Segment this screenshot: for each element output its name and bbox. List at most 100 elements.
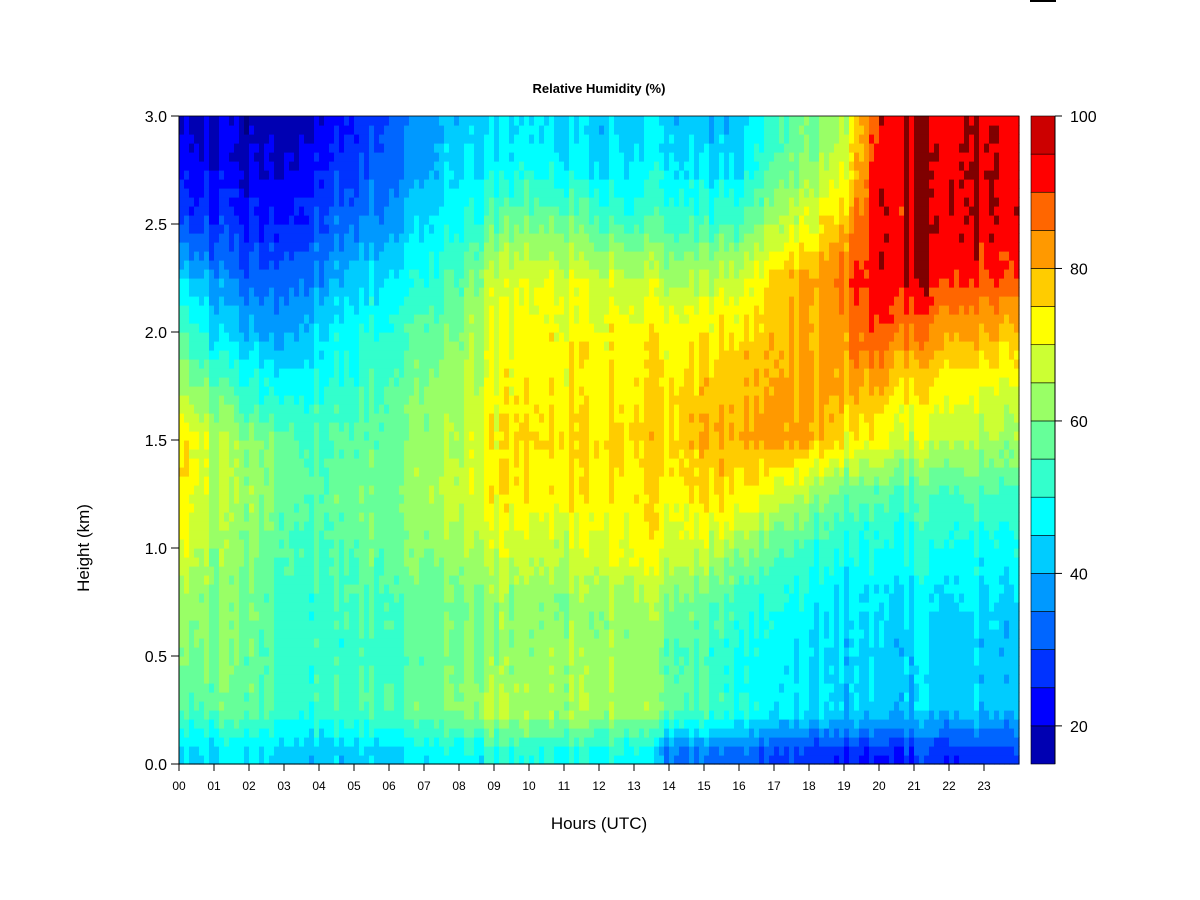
heatmap-cell — [469, 233, 475, 243]
heatmap-cell — [454, 341, 460, 351]
heatmap-cell — [404, 548, 410, 558]
heatmap-cell — [434, 233, 440, 243]
heatmap-cell — [404, 134, 410, 144]
heatmap-cell — [259, 737, 265, 747]
heatmap-cell — [319, 260, 325, 270]
heatmap-cell — [324, 431, 330, 441]
heatmap-cell — [509, 233, 515, 243]
heatmap-cell — [494, 566, 500, 576]
heatmap-cell — [194, 719, 200, 729]
heatmap-cell — [399, 512, 405, 522]
heatmap-cell — [484, 224, 490, 234]
heatmap-cell — [234, 296, 240, 306]
heatmap-cell — [304, 665, 310, 675]
heatmap-cell — [359, 125, 365, 135]
heatmap-cell — [324, 386, 330, 396]
heatmap-cell — [214, 413, 220, 423]
heatmap-cell — [184, 512, 190, 522]
heatmap-cell — [229, 422, 235, 432]
heatmap-cell — [444, 287, 450, 297]
heatmap-cell — [264, 674, 270, 684]
heatmap-cell — [334, 170, 340, 180]
heatmap-cell — [234, 260, 240, 270]
heatmap-cell — [214, 143, 220, 153]
heatmap-cell — [494, 368, 500, 378]
heatmap-cell — [449, 350, 455, 360]
heatmap-cell — [364, 215, 370, 225]
heatmap-cell — [374, 161, 380, 171]
heatmap-cell — [249, 719, 255, 729]
heatmap-cell — [334, 287, 340, 297]
heatmap-cell — [274, 251, 280, 261]
heatmap-cell — [444, 683, 450, 693]
heatmap-cell — [194, 233, 200, 243]
heatmap-cell — [484, 746, 490, 756]
heatmap-cell — [479, 539, 485, 549]
heatmap-cell — [484, 125, 490, 135]
heatmap-cell — [259, 557, 265, 567]
heatmap-cell — [304, 161, 310, 171]
heatmap-cell — [429, 683, 435, 693]
heatmap-cell — [469, 305, 475, 315]
heatmap-cell — [409, 458, 415, 468]
heatmap-cell — [259, 503, 265, 513]
heatmap-cell — [379, 116, 385, 126]
heatmap-cell — [439, 440, 445, 450]
heatmap-cell — [444, 431, 450, 441]
heatmap-cell — [414, 323, 420, 333]
heatmap-cell — [474, 422, 480, 432]
heatmap-cell — [449, 512, 455, 522]
heatmap-cell — [514, 503, 520, 513]
heatmap-cell — [329, 503, 335, 513]
heatmap-cell — [204, 359, 210, 369]
heatmap-cell — [314, 377, 320, 387]
heatmap-cell — [514, 530, 520, 540]
heatmap-cell — [294, 278, 300, 288]
heatmap-cell — [484, 503, 490, 513]
heatmap-cell — [494, 395, 500, 405]
heatmap-cell — [404, 332, 410, 342]
heatmap-cell — [359, 440, 365, 450]
heatmap-cell — [254, 386, 260, 396]
heatmap-cell — [274, 233, 280, 243]
heatmap-cell — [259, 332, 265, 342]
heatmap-cell — [409, 467, 415, 477]
heatmap-cell — [244, 566, 250, 576]
heatmap-cell — [204, 116, 210, 126]
heatmap-cell — [349, 602, 355, 612]
heatmap-cell — [229, 701, 235, 711]
heatmap-cell — [239, 251, 245, 261]
heatmap-cell — [489, 287, 495, 297]
heatmap-cell — [204, 620, 210, 630]
heatmap-cell — [489, 737, 495, 747]
heatmap-cell — [184, 233, 190, 243]
heatmap-cell — [479, 431, 485, 441]
heatmap-cell — [349, 260, 355, 270]
heatmap-cell — [179, 386, 185, 396]
heatmap-cell — [449, 557, 455, 567]
heatmap-cell — [479, 422, 485, 432]
heatmap-cell — [319, 314, 325, 324]
heatmap-cell — [484, 692, 490, 702]
heatmap-cell — [234, 377, 240, 387]
heatmap-cell — [229, 593, 235, 603]
heatmap-cell — [349, 332, 355, 342]
heatmap-cell — [309, 278, 315, 288]
heatmap-cell — [314, 476, 320, 486]
heatmap-cell — [474, 431, 480, 441]
heatmap-cell — [254, 638, 260, 648]
heatmap-cell — [334, 692, 340, 702]
heatmap-cell — [394, 593, 400, 603]
heatmap-cell — [249, 350, 255, 360]
heatmap-cell — [474, 413, 480, 423]
heatmap-cell — [414, 269, 420, 279]
heatmap-cell — [429, 242, 435, 252]
heatmap-cell — [274, 332, 280, 342]
heatmap-cell — [354, 125, 360, 135]
heatmap-cell — [179, 458, 185, 468]
heatmap-cell — [244, 467, 250, 477]
heatmap-cell — [499, 278, 505, 288]
heatmap-cell — [359, 431, 365, 441]
heatmap-cell — [369, 584, 375, 594]
heatmap-cell — [199, 197, 205, 207]
